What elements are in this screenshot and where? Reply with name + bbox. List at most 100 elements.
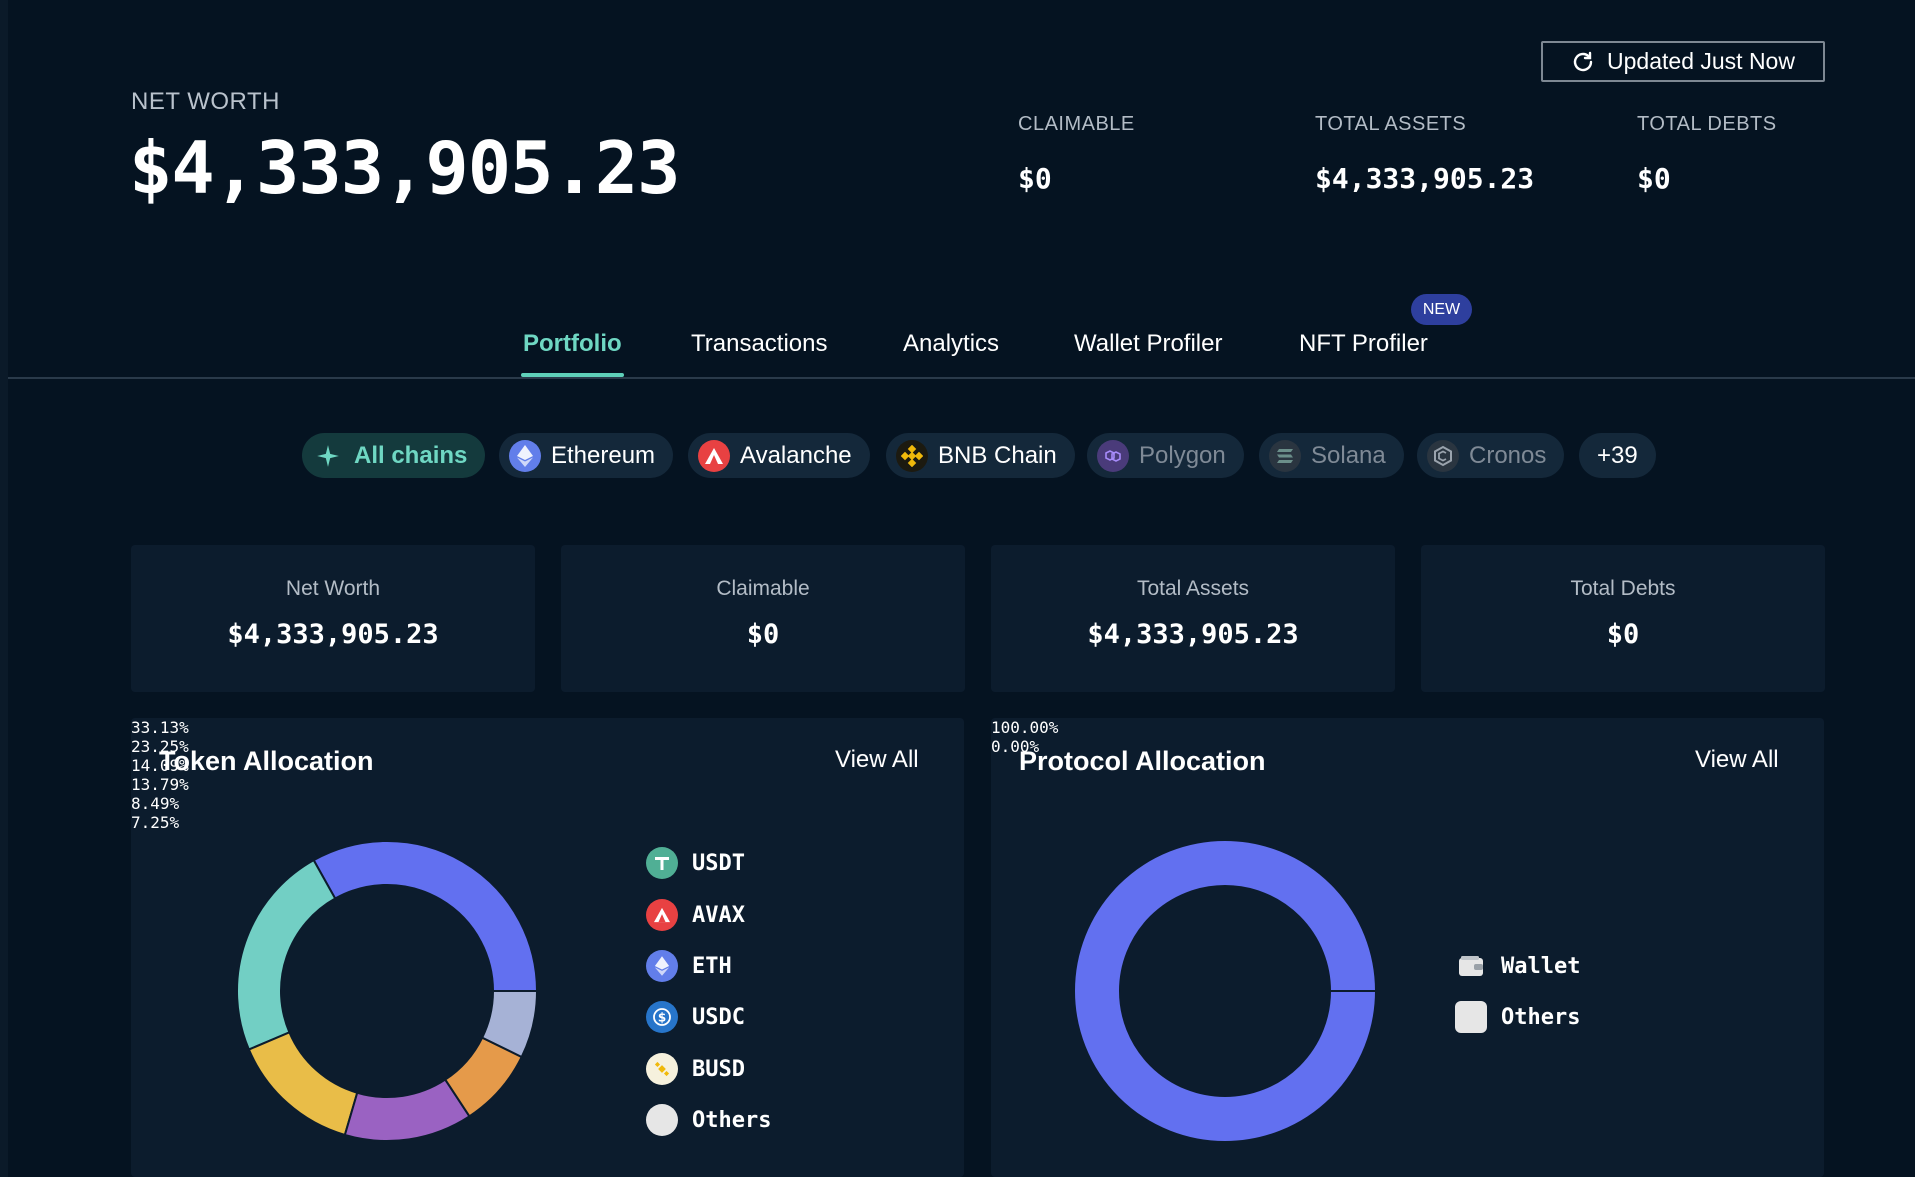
legend-row-eth: ETH [646, 950, 732, 982]
summary-card-total-debts: Total Debts $0 [1421, 545, 1825, 692]
legend-row-usdc: $ USDC [646, 1001, 745, 1033]
stat-label: TOTAL ASSETS [1315, 113, 1467, 135]
sidebar-edge [0, 0, 8, 1177]
legend-name: Others [1501, 1004, 1581, 1030]
panel-title: Token Allocation [159, 746, 374, 776]
stat-value: $0 [1018, 162, 1052, 195]
net-worth-value: $4,333,905.23 [129, 126, 681, 210]
protocol-view-all-link[interactable]: View All [1695, 746, 1779, 773]
legend-pct: 33.13% [131, 718, 189, 737]
chain-label: Solana [1311, 441, 1386, 469]
legend-row-protocol-others: Others [1455, 1001, 1580, 1033]
token-view-all-link[interactable]: View All [835, 746, 919, 773]
new-badge: NEW [1411, 294, 1472, 325]
stat-claimable: CLAIMABLE $0 [1018, 113, 1135, 195]
card-label: Net Worth [285, 577, 381, 600]
bnb-icon [896, 439, 928, 472]
legend-name: Wallet [1501, 953, 1581, 979]
tab-analytics[interactable]: Analytics [903, 330, 1000, 357]
card-label: Total Debts [1570, 577, 1676, 600]
solana-icon [1269, 439, 1301, 472]
legend-pct: 13.79% [131, 775, 189, 794]
busd-icon [646, 1053, 678, 1085]
tab-nft-profiler[interactable]: NFT Profiler [1299, 330, 1428, 357]
svg-text:$: $ [658, 1011, 666, 1025]
tab-bar: Portfolio Transactions Analytics Wallet … [0, 320, 1915, 378]
legend-pct: 23.25% [131, 737, 189, 756]
stat-total-debts: TOTAL DEBTS $0 [1637, 113, 1777, 195]
chain-label: Polygon [1139, 441, 1226, 469]
refresh-button[interactable]: Updated Just Now [1541, 41, 1825, 82]
stat-total-assets: TOTAL ASSETS $4,333,905.23 [1315, 113, 1534, 195]
protocol-allocation-panel: Protocol Allocation View All Wallet 100.… [991, 718, 1824, 1177]
protocol-donut-chart [1075, 841, 1375, 1141]
token-slice-avax [236, 858, 337, 1051]
legend-pct: 8.49% [131, 794, 180, 813]
others-icon [646, 1104, 678, 1136]
stat-value: $4,333,905.23 [1315, 162, 1535, 195]
legend-row-others: Others [646, 1104, 771, 1136]
legend-name: USDT [692, 850, 745, 876]
refresh-icon [1573, 51, 1593, 71]
legend-row-usdt: USDT [646, 847, 745, 879]
tab-wallet-profiler[interactable]: Wallet Profiler [1074, 330, 1223, 357]
chain-label: Avalanche [740, 441, 852, 469]
tabs-divider [8, 377, 1915, 379]
chain-filter-cronos[interactable]: Cronos [1417, 433, 1565, 478]
legend-row-avax: AVAX [646, 899, 745, 931]
card-value: $4,333,905.23 [1087, 619, 1299, 650]
refresh-label: Updated Just Now [1607, 48, 1795, 74]
summary-card-total-assets: Total Assets $4,333,905.23 [991, 545, 1395, 692]
active-tab-indicator [521, 373, 624, 377]
chain-label: Cronos [1469, 441, 1547, 469]
stat-label: TOTAL DEBTS [1637, 113, 1777, 135]
legend-name: AVAX [692, 902, 745, 928]
token-slice-others [480, 990, 539, 1059]
sparkle-icon [312, 440, 344, 472]
tab-portfolio[interactable]: Portfolio [523, 330, 622, 357]
legend-row-wallet: Wallet [1455, 950, 1580, 982]
chain-filter-avalanche[interactable]: Avalanche [688, 433, 870, 478]
avalanche-icon [698, 439, 730, 472]
usdt-icon [646, 847, 678, 879]
legend-pct: 14.09% [131, 756, 189, 775]
wallet-icon [1455, 950, 1487, 982]
card-value: $0 [1606, 619, 1640, 650]
more-chains-button[interactable]: +39 [1579, 433, 1656, 478]
avax-icon [646, 899, 678, 931]
polygon-icon [1097, 439, 1129, 472]
eth-icon [646, 950, 678, 982]
summary-card-claimable: Claimable $0 [561, 545, 965, 692]
tab-transactions[interactable]: Transactions [691, 330, 828, 357]
chain-filter-solana[interactable]: Solana [1259, 433, 1404, 478]
card-value: $0 [746, 619, 780, 650]
card-value: $4,333,905.23 [227, 619, 439, 650]
legend-pct: 0.00% [991, 737, 1040, 756]
chain-filter-all[interactable]: All chains [302, 433, 486, 478]
chain-filter-bnb[interactable]: BNB Chain [886, 433, 1075, 478]
others-icon [1455, 1001, 1487, 1033]
net-worth-label: NET WORTH [131, 88, 280, 115]
ethereum-icon [509, 439, 541, 472]
token-donut-chart [236, 840, 539, 1142]
card-label: Total Assets [1136, 577, 1250, 600]
cronos-icon [1427, 439, 1459, 472]
stat-value: $0 [1637, 162, 1671, 195]
legend-pct: 7.25% [131, 813, 180, 832]
panel-title: Protocol Allocation [1019, 746, 1266, 776]
chain-filter-ethereum[interactable]: Ethereum [499, 433, 674, 478]
legend-name: BUSD [692, 1056, 745, 1082]
summary-card-net-worth: Net Worth $4,333,905.23 [131, 545, 535, 692]
protocol-slice-wallet [1075, 841, 1375, 1141]
chain-label: Ethereum [551, 441, 656, 469]
chain-filter-polygon[interactable]: Polygon [1087, 433, 1244, 478]
legend-name: USDC [692, 1004, 745, 1030]
chain-label: All chains [354, 441, 468, 469]
legend-name: Others [692, 1107, 772, 1133]
token-allocation-panel: Token Allocation View All USDT 33.13% AV… [131, 718, 964, 1177]
usdc-icon: $ [646, 1001, 678, 1033]
legend-name: ETH [692, 953, 732, 979]
legend-row-busd: BUSD [646, 1053, 745, 1085]
token-slice-eth [247, 1031, 359, 1137]
token-slice-usdt [312, 840, 539, 992]
